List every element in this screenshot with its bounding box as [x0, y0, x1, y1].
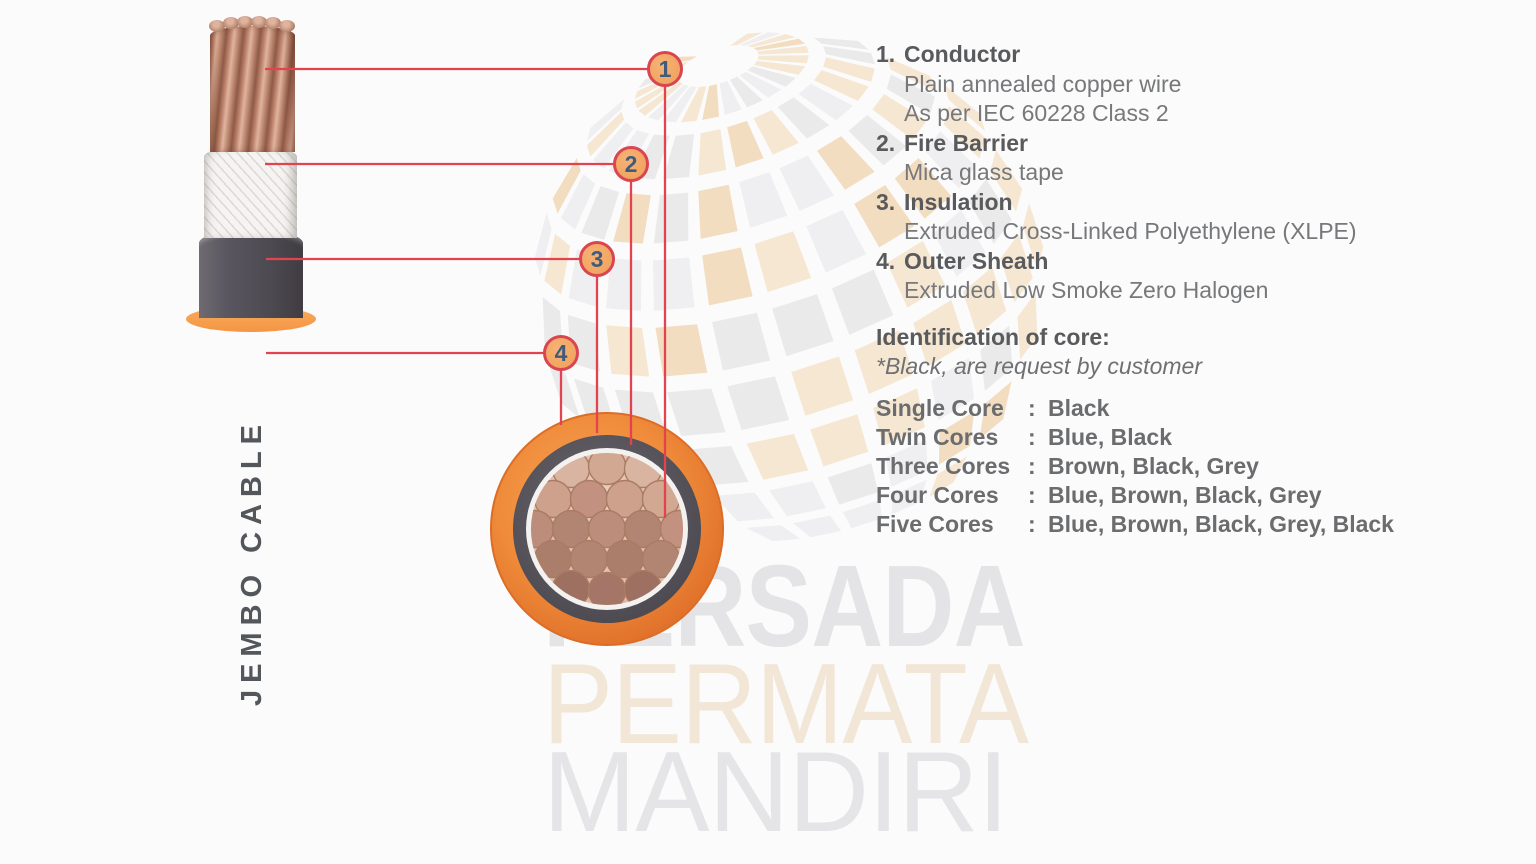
callout-description: Mica glass tape — [904, 159, 1064, 185]
core-row-value: Brown, Black, Grey — [1048, 452, 1259, 479]
marker-badge-1: 1 — [647, 51, 683, 87]
callout-item-1: 1. Conductor Plain annealed copper wire … — [876, 40, 1456, 129]
callout-heading: 2. Fire Barrier — [876, 129, 1456, 159]
callout-heading: 1. Conductor — [876, 40, 1456, 70]
core-row-label: Three Cores — [876, 452, 1011, 479]
identification-heading: Identification of core: — [876, 323, 1110, 350]
conductor-strand-bundle — [531, 453, 683, 605]
cross-section-conductor-area — [531, 453, 683, 605]
callout-number: 1. — [876, 41, 896, 67]
core-row: Five Cores : Blue, Brown, Black, Grey, B… — [876, 510, 1456, 539]
leader-lines — [265, 67, 667, 518]
conductor-strand-end — [265, 17, 281, 29]
cross-section-insulation-ring — [513, 435, 701, 623]
conductor-strand-end — [279, 20, 295, 32]
core-row-value: Blue, Black — [1048, 423, 1172, 450]
core-row-separator: : — [1028, 510, 1036, 537]
callout-title: Conductor — [904, 41, 1021, 67]
watermark-line-3: MANDIRI — [543, 729, 1009, 856]
core-identification-table: Single Core : Black Twin Cores : Blue, B… — [876, 394, 1456, 539]
callout-description: Plain annealed copper wire — [904, 70, 1182, 97]
core-row: Four Cores : Blue, Brown, Black, Grey — [876, 481, 1456, 510]
core-row-label: Four Cores — [876, 481, 999, 508]
core-row-value: Black — [1048, 394, 1110, 421]
watermark-line-2: PERMATA — [543, 641, 1029, 768]
core-row-separator: : — [1028, 423, 1036, 450]
callout-title: Fire Barrier — [904, 129, 1029, 156]
identification-note: *Black, are request by customer — [876, 352, 1202, 379]
callout-description: Extruded Cross-Linked Polyethylene (XLPE… — [904, 218, 1357, 244]
core-row-label: Single Core — [876, 394, 1004, 421]
cross-section-fire-barrier-ring — [526, 448, 688, 610]
callout-description: Extruded Low Smoke Zero Halogen — [904, 277, 1269, 303]
callout-item-2: 2. Fire Barrier Mica glass tape — [876, 129, 1456, 188]
core-row-label: Twin Cores — [876, 423, 999, 450]
callout-description: As per IEC 60228 Class 2 — [904, 100, 1169, 126]
callout-item-3: 3. Insulation Extruded Cross-Linked Poly… — [876, 188, 1456, 247]
core-row-value: Blue, Brown, Black, Grey — [1048, 481, 1322, 508]
conductor-strand-end — [223, 17, 239, 29]
watermark-line-1: PERSADA — [543, 541, 1026, 671]
conductor-strand-end — [237, 16, 253, 28]
marker-badge-3: 3 — [579, 241, 615, 277]
core-row-label: Five Cores — [876, 510, 994, 537]
conductor-strand-end — [209, 20, 225, 32]
cross-section-outer-sheath-ring — [490, 412, 724, 646]
core-row-value: Blue, Brown, Black, Grey, Black — [1048, 510, 1394, 537]
callout-item-4: 4. Outer Sheath Extruded Low Smoke Zero … — [876, 247, 1456, 306]
callout-number: 2. — [876, 129, 896, 156]
callout-title: Outer Sheath — [904, 247, 1049, 274]
core-row: Three Cores : Brown, Black, Grey — [876, 452, 1456, 481]
callout-title: Insulation — [904, 188, 1013, 215]
marker-badge-2: 2 — [613, 146, 649, 182]
core-row: Single Core : Black — [876, 394, 1456, 423]
cable-fire-barrier-layer — [204, 146, 297, 238]
core-row: Twin Cores : Blue, Black — [876, 423, 1456, 452]
cable-conductor — [210, 26, 295, 152]
cable-insulation-layer — [199, 230, 303, 318]
conductor-strand-end — [251, 16, 267, 28]
cable-cross-section — [490, 412, 724, 646]
callout-heading: 4. Outer Sheath — [876, 247, 1456, 277]
marker-badge-4: 4 — [543, 335, 579, 371]
callout-heading: 3. Insulation — [876, 188, 1456, 218]
core-row-separator: : — [1028, 481, 1036, 508]
callout-number: 4. — [876, 247, 896, 274]
cable-brand-label: JEMBO CABLE — [236, 417, 268, 707]
core-row-separator: : — [1028, 452, 1036, 479]
core-row-separator: : — [1028, 394, 1036, 421]
spec-panel: 1. Conductor Plain annealed copper wire … — [876, 40, 1456, 539]
callout-number: 3. — [876, 188, 896, 215]
